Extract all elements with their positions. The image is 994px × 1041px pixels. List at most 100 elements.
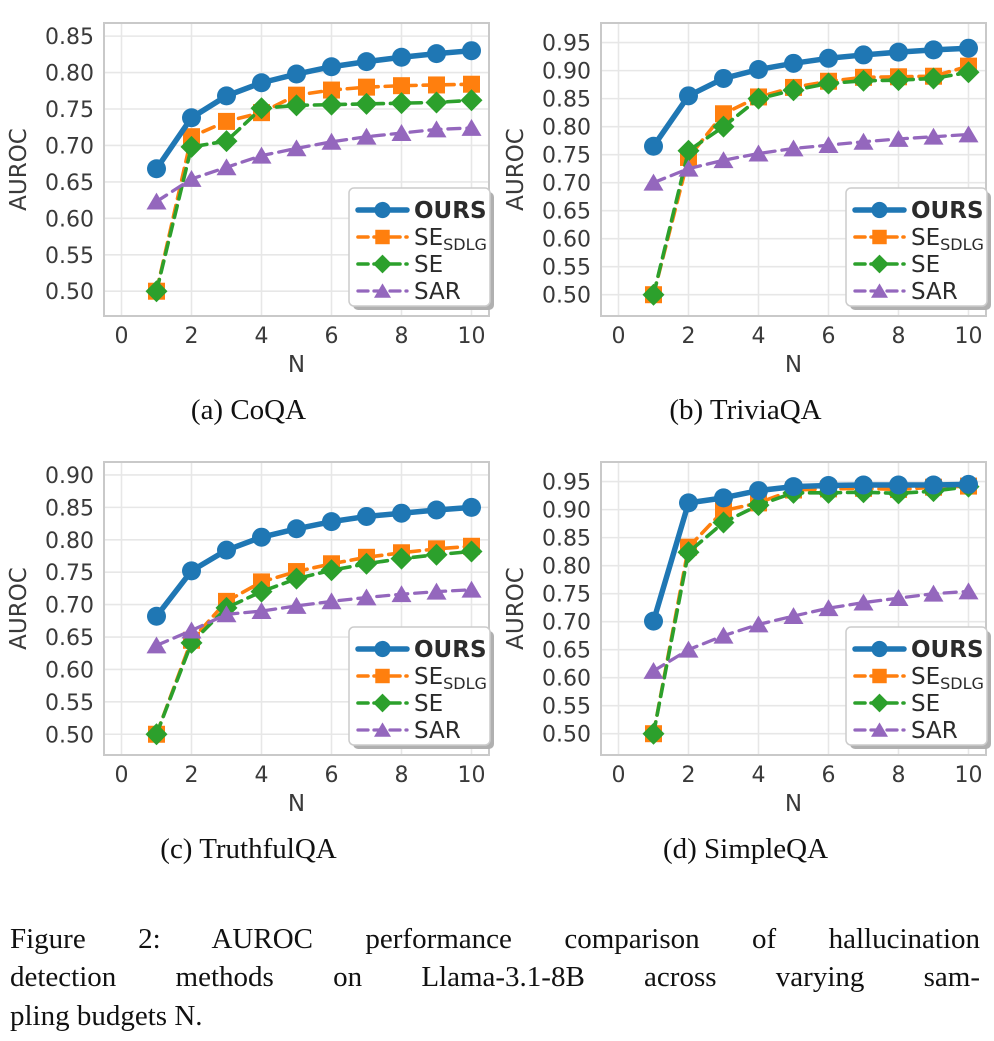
data-point-sar-icon xyxy=(643,661,664,679)
legend-circle-icon xyxy=(374,640,391,658)
y-tick-label: 0.75 xyxy=(45,98,94,123)
data-point-sar-icon xyxy=(391,124,412,141)
legend-square-icon xyxy=(375,229,390,245)
data-point-se-icon xyxy=(922,67,945,90)
data-point-ours-icon xyxy=(182,561,201,581)
chart-triviaqa: 0 2 4 6 8 10 0.50 0.55 0.60 0.65 0.70 0.75 0.80 0.85 0… xyxy=(497,8,994,380)
data-point-ours-icon xyxy=(322,512,341,532)
x-tick-label: 10 xyxy=(955,324,983,349)
legend-triangle-icon xyxy=(871,283,888,298)
y-tick-label: 0.80 xyxy=(45,529,94,554)
data-point-se-sdlg-icon xyxy=(393,77,410,95)
data-point-sar-icon xyxy=(818,136,839,154)
x-tick-label: 10 xyxy=(955,763,983,788)
y-axis-label: AUROC xyxy=(503,567,529,650)
data-point-ours-icon xyxy=(357,506,376,526)
x-tick-label: 2 xyxy=(682,763,696,788)
data-point-ours-icon xyxy=(784,477,803,497)
y-tick-label: 0.60 xyxy=(45,658,94,683)
data-point-sar-icon xyxy=(853,593,874,611)
chart-truthfulqa: 0 2 4 6 8 10 0.50 0.55 0.60 0.65 0.70 0.75 0.80 0.85 0… xyxy=(0,447,497,819)
x-tick-label: 8 xyxy=(395,324,409,349)
data-point-se-icon xyxy=(852,69,875,92)
data-point-ours-icon xyxy=(784,53,803,73)
legend-label-sar: SAR xyxy=(911,279,958,305)
x-tick-label: 4 xyxy=(255,763,269,788)
data-point-sar-icon xyxy=(958,125,979,143)
x-tick-label: 8 xyxy=(892,763,906,788)
y-tick-label: 0.80 xyxy=(542,555,591,580)
chart-grid: 0 2 4 6 8 10 0.50 0.55 0.60 0.65 0.70 0.75 0.80 0.85 N… xyxy=(0,8,994,886)
data-point-se-icon xyxy=(285,567,308,590)
data-point-ours-icon xyxy=(679,493,698,513)
y-tick-label: 0.75 xyxy=(45,561,94,586)
data-point-se-icon xyxy=(425,543,448,566)
data-point-ours-icon xyxy=(252,527,271,547)
x-tick-label: 8 xyxy=(892,324,906,349)
y-tick-label: 0.85 xyxy=(45,25,94,50)
data-point-sar-icon xyxy=(321,592,342,610)
data-point-ours-icon xyxy=(714,488,733,508)
data-point-ours-icon xyxy=(959,38,978,58)
data-point-se-icon xyxy=(320,93,343,116)
data-point-se-icon xyxy=(320,559,343,582)
legend-triangle-icon xyxy=(871,722,888,737)
data-point-se-icon xyxy=(215,130,238,153)
legend-diamond-icon xyxy=(870,693,889,713)
data-point-sar-icon xyxy=(356,127,377,145)
data-point-sar-icon xyxy=(678,640,699,658)
legend-square-icon xyxy=(375,668,390,684)
data-point-ours-icon xyxy=(322,57,341,77)
y-tick-label: 0.50 xyxy=(45,280,94,305)
y-axis-label: AUROC xyxy=(6,128,32,211)
data-point-se-icon xyxy=(425,91,448,114)
data-point-sar-icon xyxy=(251,146,272,164)
data-point-ours-icon xyxy=(392,47,411,67)
data-point-sar-icon xyxy=(923,584,944,602)
series-line-se xyxy=(154,549,474,737)
x-tick-label: 4 xyxy=(255,324,269,349)
data-point-ours-icon xyxy=(714,68,733,88)
x-tick-label: 2 xyxy=(682,324,696,349)
legend-circle-icon xyxy=(871,201,888,219)
x-tick-label: 4 xyxy=(752,763,766,788)
legend-circle-icon xyxy=(871,640,888,658)
legend-label-ours: OURS xyxy=(414,198,487,224)
data-point-se-icon xyxy=(677,139,700,162)
y-tick-label: 0.70 xyxy=(542,611,591,636)
subcaption-triviaqa: (b) TriviaQA xyxy=(669,394,822,426)
y-tick-label: 0.65 xyxy=(542,200,591,225)
y-tick-label: 0.50 xyxy=(542,284,591,309)
y-tick-label: 0.75 xyxy=(542,144,591,169)
data-point-se-icon xyxy=(817,72,840,95)
data-point-se-icon xyxy=(712,115,735,138)
data-point-sar-icon xyxy=(678,159,699,177)
data-point-ours-icon xyxy=(819,476,838,496)
y-tick-label: 0.55 xyxy=(45,244,94,269)
subcaption-simpleqa: (d) SimpleQA xyxy=(662,833,829,865)
y-tick-label: 0.70 xyxy=(45,594,94,619)
data-point-ours-icon xyxy=(462,41,481,61)
x-tick-label: 10 xyxy=(458,324,486,349)
y-tick-label: 0.55 xyxy=(45,691,94,716)
series-line-ours xyxy=(650,45,972,150)
data-point-ours-icon xyxy=(182,108,201,128)
data-point-sar-icon xyxy=(748,615,769,633)
data-point-ours-icon xyxy=(147,159,166,179)
data-point-se-icon xyxy=(747,87,770,110)
y-tick-label: 0.55 xyxy=(542,256,591,281)
data-point-ours-icon xyxy=(679,86,698,106)
data-point-se-icon xyxy=(355,552,378,575)
data-point-se-icon xyxy=(642,283,665,306)
legend-label-sar: SAR xyxy=(414,718,461,744)
x-tick-label: 6 xyxy=(822,763,836,788)
series-line-sar xyxy=(154,588,474,648)
y-tick-label: 0.75 xyxy=(542,583,591,608)
data-point-sar-icon xyxy=(713,626,734,644)
data-point-sar-icon xyxy=(888,589,909,607)
data-point-sar-icon xyxy=(391,585,412,603)
data-point-sar-icon xyxy=(321,132,342,150)
y-tick-label: 0.90 xyxy=(45,464,94,489)
series-line-sar xyxy=(651,132,971,185)
